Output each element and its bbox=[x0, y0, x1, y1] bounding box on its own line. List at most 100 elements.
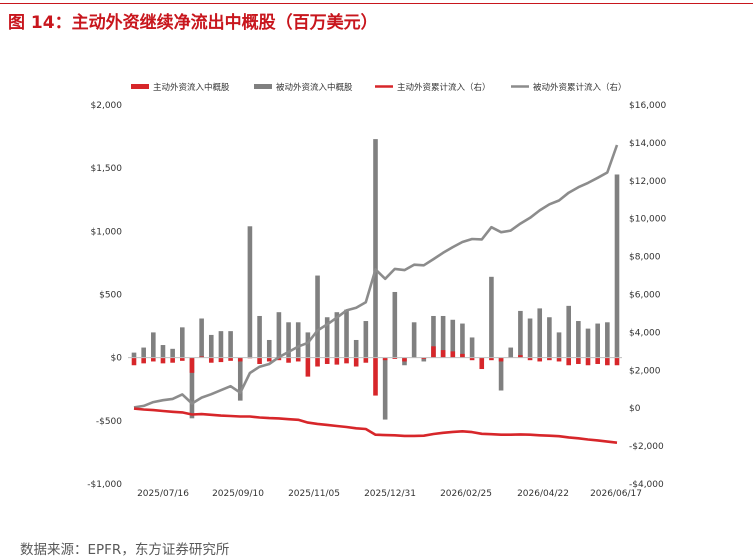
bar-passive bbox=[392, 291, 398, 358]
right-tick-label: $12,000 bbox=[629, 177, 666, 187]
legend-label: 主动外资流入中概股 bbox=[153, 82, 230, 93]
bar-active bbox=[363, 357, 369, 363]
bar-active bbox=[518, 355, 523, 358]
left-tick-label: $1,000 bbox=[91, 227, 123, 237]
bar-active bbox=[382, 357, 388, 361]
left-tick-label: $500 bbox=[99, 291, 122, 301]
x-tick-label: 2026/04/22 bbox=[517, 489, 569, 499]
bar-passive bbox=[334, 312, 340, 358]
x-tick-label: 2025/07/16 bbox=[137, 489, 189, 499]
bar-passive bbox=[151, 332, 156, 358]
bar-passive bbox=[411, 322, 417, 358]
bar-passive bbox=[324, 317, 330, 358]
bar-passive bbox=[547, 317, 552, 358]
bar-passive bbox=[305, 332, 311, 358]
bar-active bbox=[189, 357, 195, 373]
bar-active bbox=[585, 357, 591, 366]
bar-active bbox=[527, 357, 533, 361]
bar-passive bbox=[276, 312, 282, 358]
bar-active bbox=[218, 357, 224, 363]
bar-passive bbox=[421, 357, 427, 362]
source-note: 数据来源：EPFR，东方证券研究所 bbox=[20, 542, 230, 558]
bar-passive bbox=[315, 275, 320, 358]
bar-passive bbox=[247, 226, 253, 358]
bar-active bbox=[402, 357, 407, 362]
bar-active bbox=[141, 357, 146, 364]
left-tick-label: $1,500 bbox=[91, 164, 123, 174]
bar-active bbox=[160, 357, 166, 364]
bar-active bbox=[576, 357, 581, 364]
legend-label: 被动外资累计流入（右） bbox=[533, 82, 627, 93]
bar-active bbox=[440, 350, 446, 358]
right-tick-label: $8,000 bbox=[629, 253, 661, 263]
bar-active bbox=[295, 357, 301, 362]
right-tick-label: $6,000 bbox=[629, 291, 661, 301]
x-tick-label: 2025/11/05 bbox=[288, 489, 340, 499]
bar-active bbox=[334, 357, 340, 365]
legend-label: 被动外资流入中概股 bbox=[276, 82, 353, 93]
right-tick-label: $0 bbox=[629, 404, 641, 414]
bar-passive bbox=[382, 357, 388, 420]
bar-passive bbox=[363, 321, 369, 358]
bar-active bbox=[537, 357, 543, 362]
bar-passive bbox=[469, 337, 475, 358]
bar-passive bbox=[566, 305, 571, 358]
bar-active bbox=[305, 357, 311, 377]
bar-active bbox=[170, 357, 175, 363]
bar-active bbox=[344, 357, 349, 364]
bar-passive bbox=[208, 334, 214, 358]
bar-passive bbox=[237, 357, 243, 401]
right-tick-label: $16,000 bbox=[629, 101, 666, 111]
legend-swatch bbox=[131, 84, 149, 89]
left-tick-label: -$500 bbox=[96, 417, 122, 427]
x-tick-label: 2025/12/31 bbox=[364, 489, 416, 499]
bar-active bbox=[324, 357, 330, 364]
bar-active bbox=[469, 357, 475, 361]
bar-passive bbox=[489, 276, 494, 358]
bar-active bbox=[131, 357, 137, 366]
bar-active bbox=[498, 357, 504, 362]
x-tick-label: 2026/06/17 bbox=[590, 489, 642, 499]
bar-passive bbox=[508, 347, 514, 358]
bar-active bbox=[605, 357, 610, 366]
bar-passive bbox=[373, 139, 378, 358]
bar-passive bbox=[576, 321, 581, 358]
bar-passive bbox=[160, 345, 166, 358]
left-tick-label: $2,000 bbox=[91, 101, 123, 111]
bar-passive bbox=[498, 357, 504, 391]
bar-active bbox=[421, 357, 427, 359]
bar-passive bbox=[527, 318, 533, 358]
bar-passive bbox=[431, 315, 436, 358]
bar-active bbox=[547, 357, 552, 361]
legend-label: 主动外资累计流入（右） bbox=[397, 82, 491, 93]
bar-passive bbox=[585, 328, 591, 358]
bar-active bbox=[315, 357, 320, 367]
left-tick-label: -$1,000 bbox=[87, 480, 122, 490]
bar-passive bbox=[257, 315, 262, 358]
right-tick-label: $14,000 bbox=[629, 139, 666, 149]
x-tick-label: 2025/09/10 bbox=[212, 489, 264, 499]
right-tick-label: -$2,000 bbox=[629, 442, 664, 452]
legend-swatch bbox=[254, 84, 272, 89]
bar-active bbox=[614, 357, 620, 366]
bar-passive bbox=[518, 310, 523, 358]
left-tick-label: $0 bbox=[111, 354, 123, 364]
bar-passive bbox=[199, 318, 204, 358]
bar-passive bbox=[460, 323, 465, 358]
bar-passive bbox=[286, 322, 291, 358]
bar-passive bbox=[180, 327, 185, 358]
line-active-cumulative bbox=[133, 407, 618, 444]
bar-active bbox=[479, 357, 485, 370]
bar-active bbox=[228, 357, 233, 361]
x-tick-label: 2026/02/25 bbox=[440, 489, 492, 499]
bar-active bbox=[431, 346, 436, 358]
bar-passive bbox=[605, 322, 610, 358]
bar-active bbox=[489, 357, 494, 361]
bar-passive bbox=[614, 174, 620, 358]
bar-passive bbox=[450, 319, 456, 358]
bar-passive bbox=[440, 315, 446, 358]
bar-active bbox=[286, 357, 291, 363]
bar-active bbox=[353, 357, 359, 367]
bar-active bbox=[373, 357, 378, 396]
bar-passive bbox=[344, 309, 349, 358]
